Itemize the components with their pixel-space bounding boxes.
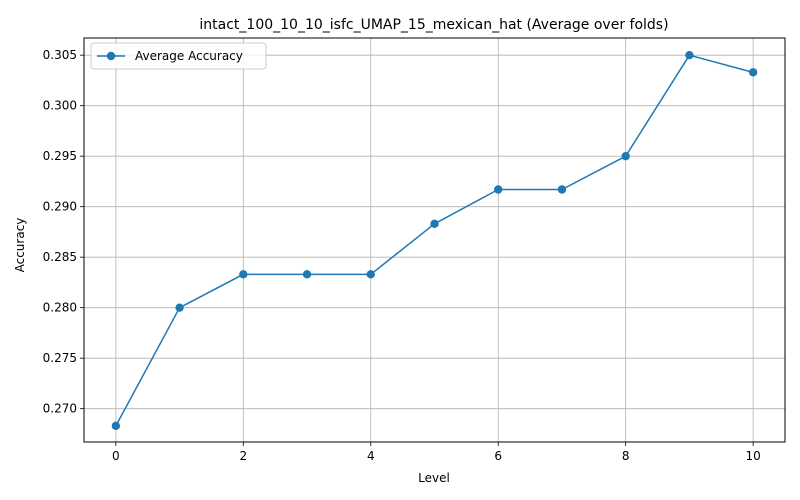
y-tick-label: 0.290: [43, 200, 77, 214]
data-point: [239, 270, 248, 279]
x-axis-label: Level: [418, 471, 450, 485]
data-point: [685, 50, 694, 60]
chart-title: intact_100_10_10_isfc_UMAP_15_mexican_ha…: [199, 17, 668, 33]
y-tick-label: 0.300: [43, 99, 77, 113]
legend-label: Average Accuracy: [135, 49, 243, 63]
plot-frame: [83, 37, 786, 443]
y-axis-ticks: 0.270 0.275 0.280 0.285 0.290 0.295 0.300 0.305: [43, 48, 84, 416]
legend: Average Accuracy: [90, 42, 267, 70]
y-tick-label: 0.285: [43, 250, 77, 264]
y-tick-label: 0.305: [43, 48, 77, 62]
y-axis-label: Accuracy: [13, 218, 27, 273]
y-tick-label: 0.280: [43, 301, 77, 315]
plot-series: [111, 50, 758, 431]
data-point: [430, 219, 439, 229]
y-tick-label: 0.275: [43, 351, 77, 365]
x-tick-label: 2: [239, 449, 247, 463]
data-point: [302, 270, 312, 279]
x-tick-label: 0: [112, 449, 120, 463]
grid: [84, 38, 785, 442]
x-tick-label: 10: [745, 449, 760, 463]
legend-marker-swatch: [106, 51, 116, 61]
data-point: [494, 185, 503, 194]
x-axis-ticks: 0 2 4 6 8 10: [112, 442, 761, 463]
data-point: [175, 303, 184, 312]
x-tick-label: 4: [367, 449, 375, 463]
series-line: [115, 54, 754, 427]
legend-box: [90, 42, 267, 70]
data-point: [111, 421, 121, 431]
data-point: [557, 185, 567, 194]
data-point: [366, 270, 375, 279]
data-point: [748, 68, 758, 77]
data-point: [621, 151, 630, 161]
x-tick-label: 8: [622, 449, 630, 463]
y-tick-label: 0.295: [43, 149, 77, 163]
y-tick-label: 0.270: [43, 402, 77, 416]
x-tick-label: 6: [494, 449, 502, 463]
